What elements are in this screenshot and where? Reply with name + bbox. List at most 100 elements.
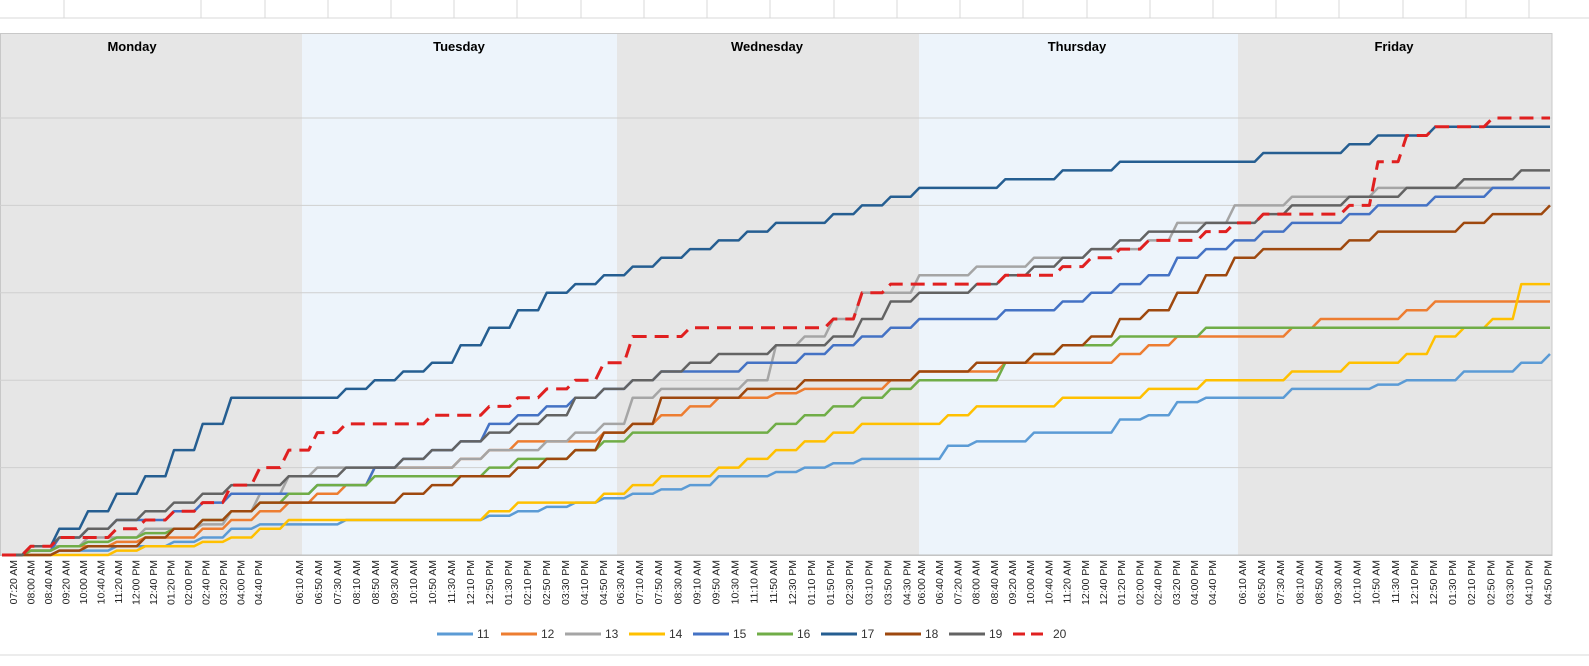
x-tick-label: 10:30 AM xyxy=(730,560,742,604)
x-tick-label: 02:30 PM xyxy=(844,560,856,605)
x-tick-label: 02:10 PM xyxy=(1466,560,1478,605)
x-tick-label: 06:10 AM xyxy=(294,560,306,604)
series-lines xyxy=(2,116,1551,557)
x-tick-label: 08:40 AM xyxy=(43,560,55,604)
x-tick-label: 02:00 PM xyxy=(183,560,195,605)
x-tick-label: 08:40 AM xyxy=(989,560,1001,604)
x-tick-label: 12:00 PM xyxy=(131,560,143,605)
x-tick-label: 10:50 AM xyxy=(1371,560,1383,604)
x-tick-label: 01:20 PM xyxy=(1116,560,1128,605)
legend-item-19[interactable]: 19 xyxy=(949,627,1003,641)
x-tick-label: 07:20 AM xyxy=(8,560,20,604)
x-tick-label: 12:00 PM xyxy=(1080,560,1092,605)
legend-label: 18 xyxy=(925,627,939,641)
x-tick-label: 02:40 PM xyxy=(1153,560,1165,605)
x-tick-label: 03:30 PM xyxy=(560,560,572,605)
legend-item-11[interactable]: 11 xyxy=(437,627,490,641)
day-label-wednesday: Wednesday xyxy=(731,39,804,54)
x-tick-label: 11:30 AM xyxy=(446,560,458,604)
x-tick-label: 10:10 AM xyxy=(408,560,420,604)
day-bands xyxy=(0,33,1553,556)
x-tick-label: 03:20 PM xyxy=(1171,560,1183,605)
legend-item-13[interactable]: 13 xyxy=(565,627,619,641)
x-tick-label: 12:10 PM xyxy=(1409,560,1421,605)
series-line-18 xyxy=(2,204,1551,557)
legend-item-18[interactable]: 18 xyxy=(885,627,939,641)
x-tick-label: 08:00 AM xyxy=(971,560,983,604)
x-tick-label: 03:30 PM xyxy=(1504,560,1516,605)
legend-label: 20 xyxy=(1053,627,1067,641)
x-tick-label: 10:40 AM xyxy=(96,560,108,604)
x-tick-label: 04:00 PM xyxy=(1189,560,1201,605)
legend-item-16[interactable]: 16 xyxy=(757,627,811,641)
x-tick-label: 03:20 PM xyxy=(218,560,230,605)
x-tick-label: 02:50 PM xyxy=(1485,560,1497,605)
x-tick-label: 06:10 AM xyxy=(1237,560,1249,604)
legend-item-12[interactable]: 12 xyxy=(501,627,555,641)
x-tick-label: 12:40 PM xyxy=(148,560,160,605)
legend-label: 11 xyxy=(477,627,490,641)
series-line-19 xyxy=(2,169,1550,557)
x-tick-label: 09:30 AM xyxy=(1333,560,1345,604)
x-tick-label: 04:10 PM xyxy=(1524,560,1536,605)
x-tick-label: 09:10 AM xyxy=(691,560,703,604)
x-tick-label: 02:00 PM xyxy=(1134,560,1146,605)
x-tick-label: 11:20 AM xyxy=(1062,560,1074,604)
x-tick-label: 10:00 AM xyxy=(78,560,90,604)
x-tick-label: 01:10 PM xyxy=(806,560,818,605)
day-label-tuesday: Tuesday xyxy=(433,39,486,54)
legend-item-20[interactable]: 20 xyxy=(1013,627,1067,641)
day-labels: Monday Tuesday Wednesday Thursday Friday xyxy=(107,39,1414,54)
x-tick-label: 03:50 PM xyxy=(882,560,894,605)
x-tick-label: 01:30 PM xyxy=(503,560,515,605)
day-label-friday: Friday xyxy=(1374,39,1414,54)
x-tick-label: 08:50 AM xyxy=(1313,560,1325,604)
x-tick-label: 06:00 AM xyxy=(916,560,928,604)
x-tick-label: 11:10 AM xyxy=(749,560,761,604)
x-tick-label: 09:30 AM xyxy=(389,560,401,604)
x-tick-label: 11:20 AM xyxy=(113,560,125,604)
series-line-14 xyxy=(2,282,1550,557)
x-tick-label: 04:50 PM xyxy=(598,560,610,605)
x-tick-label: 06:30 AM xyxy=(615,560,627,604)
x-tick-label: 07:30 AM xyxy=(332,560,344,604)
x-tick-label: 08:10 AM xyxy=(1294,560,1306,604)
legend-item-14[interactable]: 14 xyxy=(629,627,683,641)
x-tick-label: 11:30 AM xyxy=(1390,560,1402,604)
day-label-monday: Monday xyxy=(107,39,157,54)
x-tick-label: 04:00 PM xyxy=(236,560,248,605)
legend-label: 17 xyxy=(861,627,875,641)
legend-item-15[interactable]: 15 xyxy=(693,627,747,641)
x-tick-label: 02:50 PM xyxy=(541,560,553,605)
legend[interactable]: 11 12 13 14 15 16 17 18 19 20 xyxy=(437,627,1067,641)
x-tick-label: 04:40 PM xyxy=(253,560,265,605)
x-tick-labels: 07:20 AM 08:00 AM 08:40 AM 09:20 AM 10:00 AM… xyxy=(8,560,1555,605)
x-tick-label: 12:50 PM xyxy=(1428,560,1440,605)
x-tick-label: 03:10 PM xyxy=(863,560,875,605)
legend-label: 19 xyxy=(989,627,1003,641)
x-tick-label: 11:50 AM xyxy=(768,560,780,604)
x-tick-label: 04:10 PM xyxy=(579,560,591,605)
x-tick-label: 10:10 AM xyxy=(1352,560,1364,604)
x-tick-label: 12:40 PM xyxy=(1098,560,1110,605)
x-tick-label: 08:30 AM xyxy=(672,560,684,604)
x-tick-label: 02:10 PM xyxy=(522,560,534,605)
x-tick-label: 10:40 AM xyxy=(1043,560,1055,604)
series-line-15 xyxy=(2,186,1550,557)
legend-label: 16 xyxy=(797,627,811,641)
day-band xyxy=(1238,33,1552,555)
x-tick-label: 01:20 PM xyxy=(166,560,178,605)
x-tick-label: 04:40 PM xyxy=(1207,560,1219,605)
legend-label: 12 xyxy=(541,627,555,641)
x-tick-label: 12:10 PM xyxy=(465,560,477,605)
legend-label: 13 xyxy=(605,627,619,641)
legend-item-17[interactable]: 17 xyxy=(821,627,875,641)
x-tick-label: 06:50 AM xyxy=(313,560,325,604)
legend-label: 14 xyxy=(669,627,683,641)
x-tick-label: 01:50 PM xyxy=(825,560,837,605)
x-tick-label: 07:30 AM xyxy=(1275,560,1287,604)
x-tick-label: 08:50 AM xyxy=(370,560,382,604)
x-tick-label: 09:20 AM xyxy=(1007,560,1019,604)
x-tick-label: 09:50 AM xyxy=(711,560,723,604)
